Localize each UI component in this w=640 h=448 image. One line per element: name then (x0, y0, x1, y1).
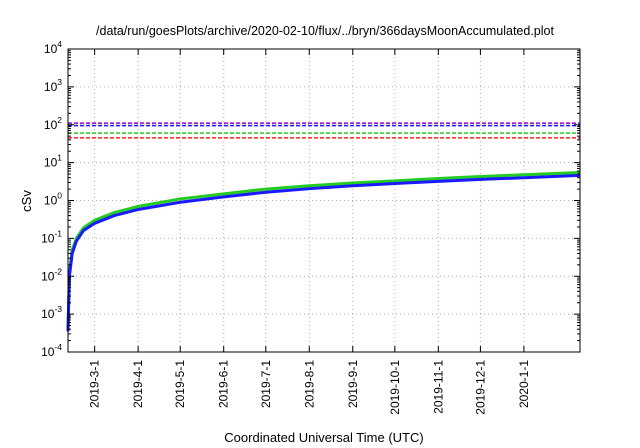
x-tick-label: 2019-11-1 (431, 360, 445, 414)
chart-title: /data/run/goesPlots/archive/2020-02-10/f… (96, 24, 554, 38)
y-axis-label: cSv (19, 190, 34, 212)
x-tick-label: 2019-12-1 (473, 360, 487, 415)
x-tick-label: 2019-9-1 (346, 360, 360, 408)
x-tick-label: 2019-10-1 (388, 360, 402, 415)
grid (68, 49, 580, 352)
x-tick-label: 2020-1-1 (517, 360, 531, 408)
x-tick-labels: 2019-3-1 2019-4-1 2019-5-1 2019-6-1 2019-7-1… (88, 360, 531, 415)
threshold-lines (68, 122, 580, 139)
x-tick-label: 2019-7-1 (259, 360, 273, 408)
x-tick-label: 2019-4-1 (131, 360, 145, 408)
x-axis-label: Coordinated Universal Time (UTC) (224, 430, 423, 445)
y-tick-label: 10-1 (41, 228, 62, 245)
series-line (66, 170, 581, 330)
y-tick-label: 104 (44, 39, 62, 56)
y-tick-label: 101 (44, 153, 62, 170)
series-lines (66, 170, 581, 332)
axis-ticks (68, 48, 580, 353)
y-tick-label: 100 (44, 191, 62, 208)
y-tick-labels: 10-4 10-3 10-2 10-1 100 101 102 103 104 (41, 39, 62, 359)
x-tick-label: 2019-5-1 (173, 360, 187, 408)
y-tick-label: 10-2 (41, 266, 62, 283)
series-line (66, 173, 581, 332)
y-tick-label: 10-3 (41, 304, 62, 321)
x-tick-label: 2019-8-1 (302, 360, 316, 408)
y-tick-label: 103 (44, 77, 62, 94)
x-tick-label: 2019-3-1 (88, 360, 102, 408)
x-tick-label: 2019-6-1 (217, 360, 231, 408)
y-tick-label: 10-4 (41, 342, 62, 359)
y-tick-label: 102 (44, 115, 62, 132)
